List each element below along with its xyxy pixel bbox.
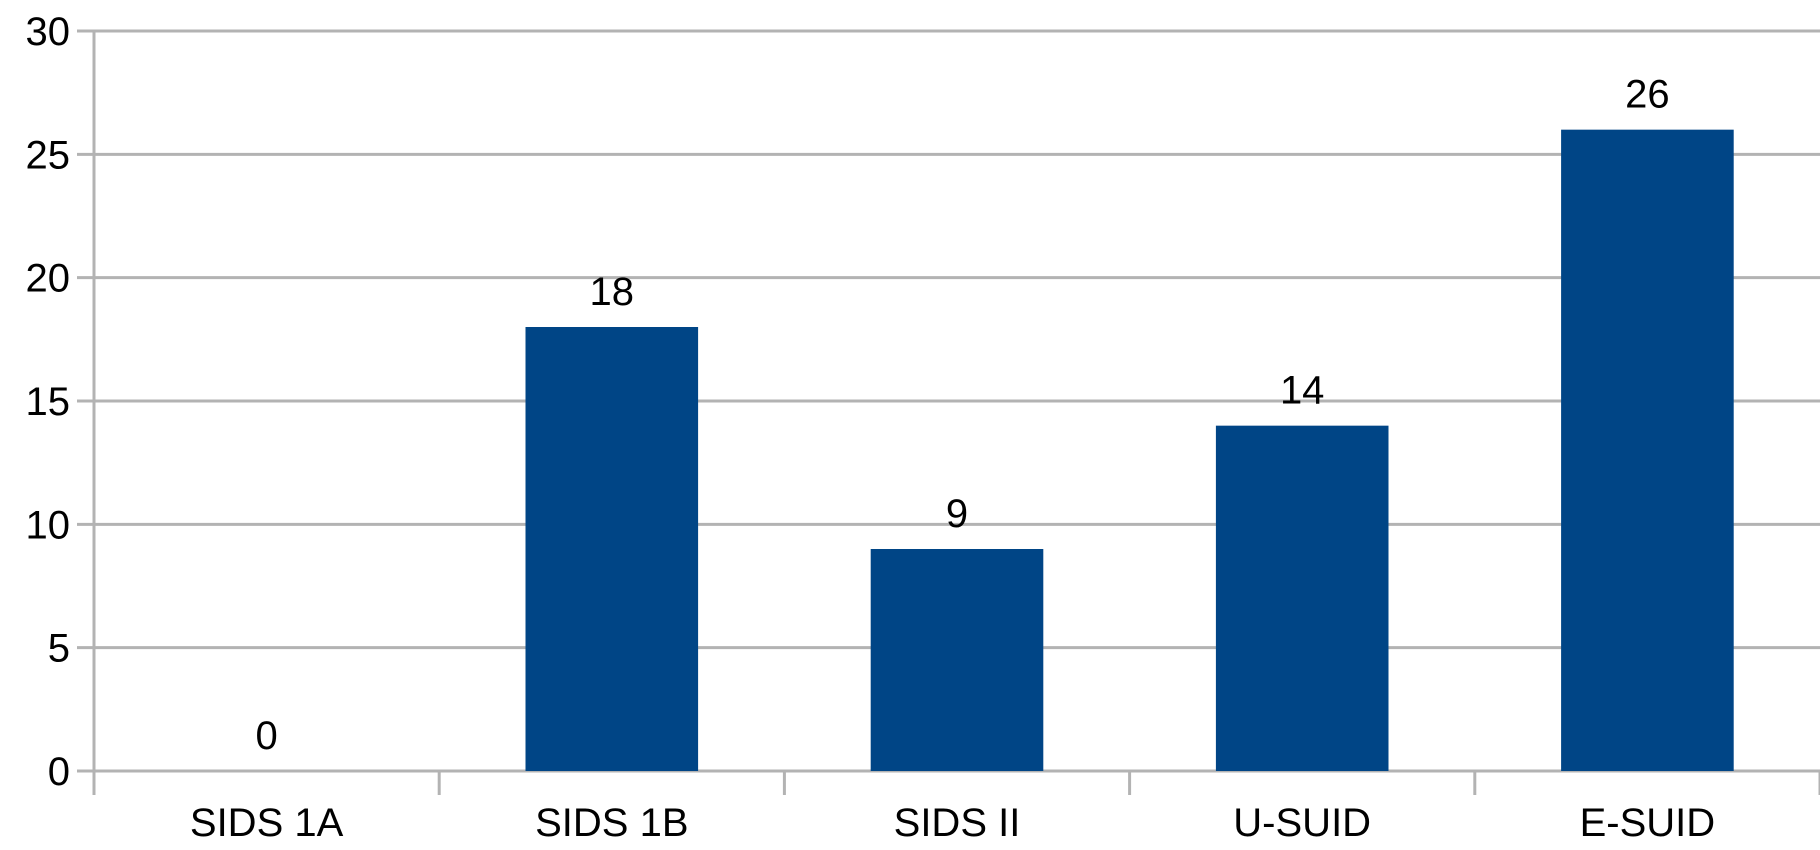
- gridlines: [94, 29, 1820, 773]
- x-tick-label-sids-1b: SIDS 1B: [535, 801, 688, 845]
- data-label-e-suid: 26: [1625, 73, 1670, 117]
- data-label-sids-1a: 0: [255, 714, 277, 758]
- y-tick-label-0: 0: [48, 750, 70, 794]
- data-label-u-suid: 14: [1280, 369, 1325, 413]
- data-label-sids-1b: 18: [590, 270, 635, 314]
- bar-sids-ii: [870, 549, 1044, 771]
- bar-sids-1b: [525, 327, 699, 771]
- y-tick-label-5: 5: [48, 627, 70, 671]
- axes: [77, 29, 1820, 795]
- x-tick-label-e-suid: E-SUID: [1580, 801, 1716, 845]
- bar-e-suid: [1561, 129, 1734, 771]
- x-tick-label-sids-ii: SIDS II: [894, 801, 1021, 845]
- y-tick-label-20: 20: [26, 257, 71, 301]
- bars: [525, 129, 1734, 771]
- labels: 0 5 10 15 20 25 30 0 SIDS 1A 18 SIDS 1B 9 SIDS II 14 U…: [26, 10, 1716, 845]
- bar-u-suid: [1215, 425, 1389, 771]
- y-tick-label-30: 30: [26, 10, 71, 54]
- x-tick-label-u-suid: U-SUID: [1233, 801, 1371, 845]
- y-tick-label-25: 25: [26, 133, 71, 177]
- y-tick-label-15: 15: [26, 380, 71, 424]
- data-label-sids-ii: 9: [946, 492, 968, 536]
- x-tick-label-sids-1a: SIDS 1A: [190, 801, 344, 845]
- y-tick-label-10: 10: [26, 503, 71, 547]
